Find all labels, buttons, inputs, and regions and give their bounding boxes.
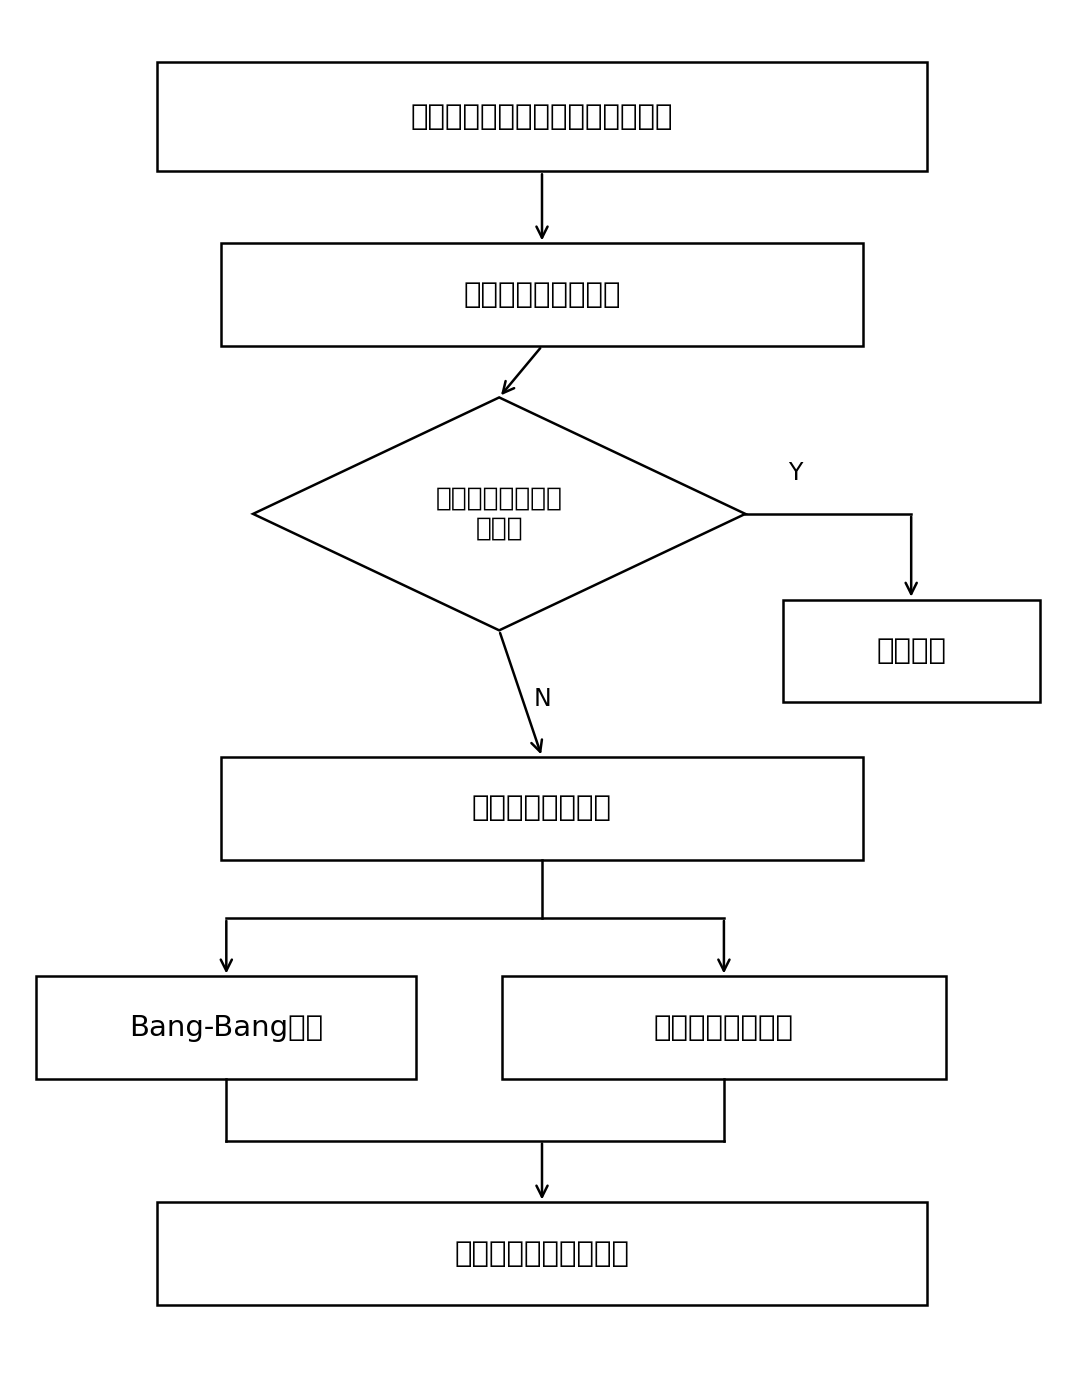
Text: 对电参量进行判定: 对电参量进行判定: [472, 794, 612, 822]
Bar: [783, 599, 1040, 702]
Polygon shape: [253, 397, 746, 630]
Text: 判定异常: 判定异常: [876, 637, 946, 664]
Bar: [37, 976, 416, 1080]
Bar: [157, 1203, 927, 1305]
Bar: [157, 62, 927, 172]
Text: Bang-Bang模型: Bang-Bang模型: [129, 1013, 323, 1042]
Bar: [502, 976, 946, 1080]
Text: N: N: [533, 686, 551, 711]
Text: 判定正常、异常或严重: 判定正常、异常或严重: [454, 1240, 630, 1268]
Text: 趋势判断数学模型: 趋势判断数学模型: [654, 1013, 793, 1042]
Text: 蓄电池组脱离母线
或开路: 蓄电池组脱离母线 或开路: [436, 486, 563, 543]
Bar: [221, 244, 863, 346]
Text: 对状态参量进行判定: 对状态参量进行判定: [463, 281, 621, 309]
Bar: [221, 757, 863, 859]
Text: 获取蓄电池组的电参量及状态参量: 获取蓄电池组的电参量及状态参量: [411, 102, 673, 130]
Text: Y: Y: [788, 461, 802, 484]
